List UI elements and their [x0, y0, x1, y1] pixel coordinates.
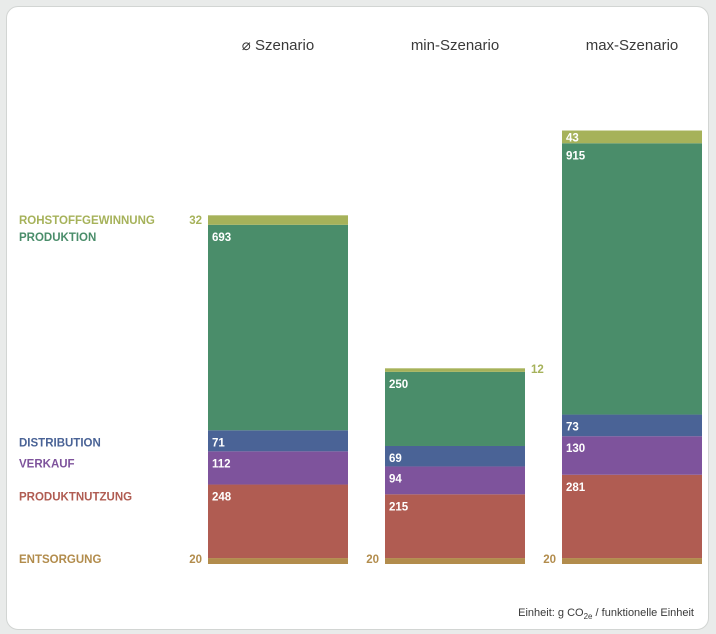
- bar-rohstoffgewinnung-1: [208, 215, 348, 225]
- bar-distribution-3: [562, 414, 702, 437]
- value-label-verkauf-3: 130: [566, 443, 585, 455]
- bar-verkauf-2: [385, 466, 525, 495]
- bar-produktnutzung-3: [562, 474, 702, 559]
- bar-produktnutzung-2: [385, 494, 525, 559]
- value-label-entsorgung-2: 20: [366, 554, 379, 566]
- value-label-distribution-3: 73: [566, 422, 579, 434]
- value-label-rohstoffgewinnung-2: 12: [531, 364, 544, 376]
- bar-distribution-2: [385, 445, 525, 467]
- legend-entsorgung: ENTSORGUNG: [19, 554, 101, 566]
- value-label-produktnutzung-2: 215: [389, 501, 409, 513]
- value-label-produktion-3: 915: [566, 150, 586, 162]
- bar-rohstoffgewinnung-3: [562, 130, 702, 144]
- value-label-rohstoffgewinnung-1: 32: [189, 215, 202, 227]
- value-label-produktion-1: 693: [212, 232, 231, 244]
- bars: 20 248 112 71 693 32 20 215 94 69 250 12 20 281 130 73 9…: [189, 130, 702, 566]
- bar-entsorgung-2: [385, 558, 525, 564]
- bar-produktion-2: [385, 371, 525, 446]
- unit-label: Einheit: g CO2e / funktionelle Einheit: [518, 607, 694, 621]
- value-label-verkauf-2: 94: [389, 473, 402, 485]
- bar-produktion-3: [562, 143, 702, 415]
- column-headers: ⌀ Szenario min-Szenario max-Szenario: [242, 37, 678, 54]
- value-label-produktnutzung-1: 248: [212, 492, 232, 504]
- bar-verkauf-1: [208, 451, 348, 485]
- legend-distribution: DISTRIBUTION: [19, 437, 101, 449]
- column-header-3: max-Szenario: [586, 37, 679, 54]
- value-label-entsorgung-1: 20: [189, 554, 202, 566]
- value-label-produktnutzung-3: 281: [566, 482, 586, 494]
- bar-produktnutzung-1: [208, 484, 348, 559]
- bar-produktion-1: [208, 224, 348, 431]
- value-label-entsorgung-3: 20: [543, 554, 556, 566]
- value-label-rohstoffgewinnung-3: 43: [566, 132, 579, 144]
- legend-produktnutzung: PRODUKTNUTZUNG: [19, 492, 132, 504]
- column-header-2: min-Szenario: [411, 37, 499, 54]
- value-label-distribution-2: 69: [389, 453, 402, 465]
- value-label-distribution-1: 71: [212, 437, 225, 449]
- legend-verkauf: VERKAUF: [19, 458, 75, 470]
- bar-verkauf-3: [562, 436, 702, 475]
- legend-rohstoffgewinnung: ROHSTOFFGEWINNUNG: [19, 215, 155, 227]
- value-label-produktion-2: 250: [389, 379, 408, 391]
- column-header-1: ⌀ Szenario: [242, 37, 314, 54]
- bar-rohstoffgewinnung-2: [385, 368, 525, 372]
- value-label-verkauf-1: 112: [212, 458, 231, 470]
- legend-produktion: PRODUKTION: [19, 232, 96, 244]
- bar-entsorgung-1: [208, 558, 348, 564]
- legend: ENTSORGUNG PRODUKTNUTZUNG VERKAUF DISTRIBUT…: [19, 215, 155, 566]
- bar-entsorgung-3: [562, 558, 702, 564]
- bar-distribution-1: [208, 430, 348, 452]
